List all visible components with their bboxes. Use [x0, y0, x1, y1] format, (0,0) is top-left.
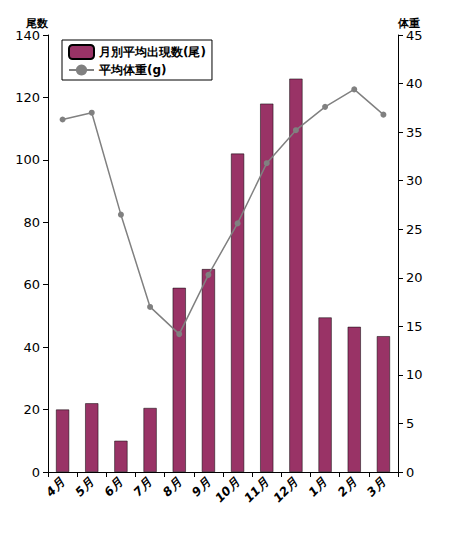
svg-text:80: 80: [23, 215, 40, 230]
svg-text:1月: 1月: [306, 475, 330, 499]
svg-text:25: 25: [406, 222, 423, 237]
svg-text:60: 60: [23, 277, 40, 292]
svg-text:10: 10: [406, 367, 423, 382]
svg-text:40: 40: [23, 340, 40, 355]
svg-text:体重: 体重: [398, 16, 420, 30]
svg-text:30: 30: [406, 173, 423, 188]
svg-text:5月: 5月: [72, 475, 96, 499]
svg-text:11月: 11月: [242, 475, 272, 505]
svg-text:20: 20: [406, 270, 423, 285]
svg-text:140: 140: [15, 28, 40, 43]
svg-text:20: 20: [23, 402, 40, 417]
svg-text:5: 5: [406, 416, 414, 431]
svg-text:0: 0: [32, 465, 40, 480]
svg-text:120: 120: [15, 90, 40, 105]
svg-text:6月: 6月: [102, 475, 126, 499]
svg-text:3月: 3月: [364, 475, 388, 499]
svg-text:45: 45: [406, 28, 423, 43]
svg-text:12月: 12月: [271, 475, 301, 505]
svg-text:35: 35: [406, 125, 423, 140]
svg-text:40: 40: [406, 76, 423, 91]
svg-text:2月: 2月: [335, 475, 359, 499]
svg-text:10月: 10月: [212, 475, 242, 505]
svg-text:9月: 9月: [189, 475, 213, 499]
svg-text:尾数: 尾数: [26, 16, 48, 30]
svg-text:4月: 4月: [43, 475, 68, 500]
svg-text:100: 100: [15, 152, 40, 167]
svg-text:平均体重(g): 平均体重(g): [98, 63, 167, 77]
svg-text:15: 15: [406, 319, 423, 334]
svg-text:7月: 7月: [131, 475, 155, 499]
svg-text:月別平均出現数(尾): 月別平均出現数(尾): [98, 45, 206, 59]
svg-text:0: 0: [406, 465, 414, 480]
svg-text:8月: 8月: [160, 475, 184, 499]
